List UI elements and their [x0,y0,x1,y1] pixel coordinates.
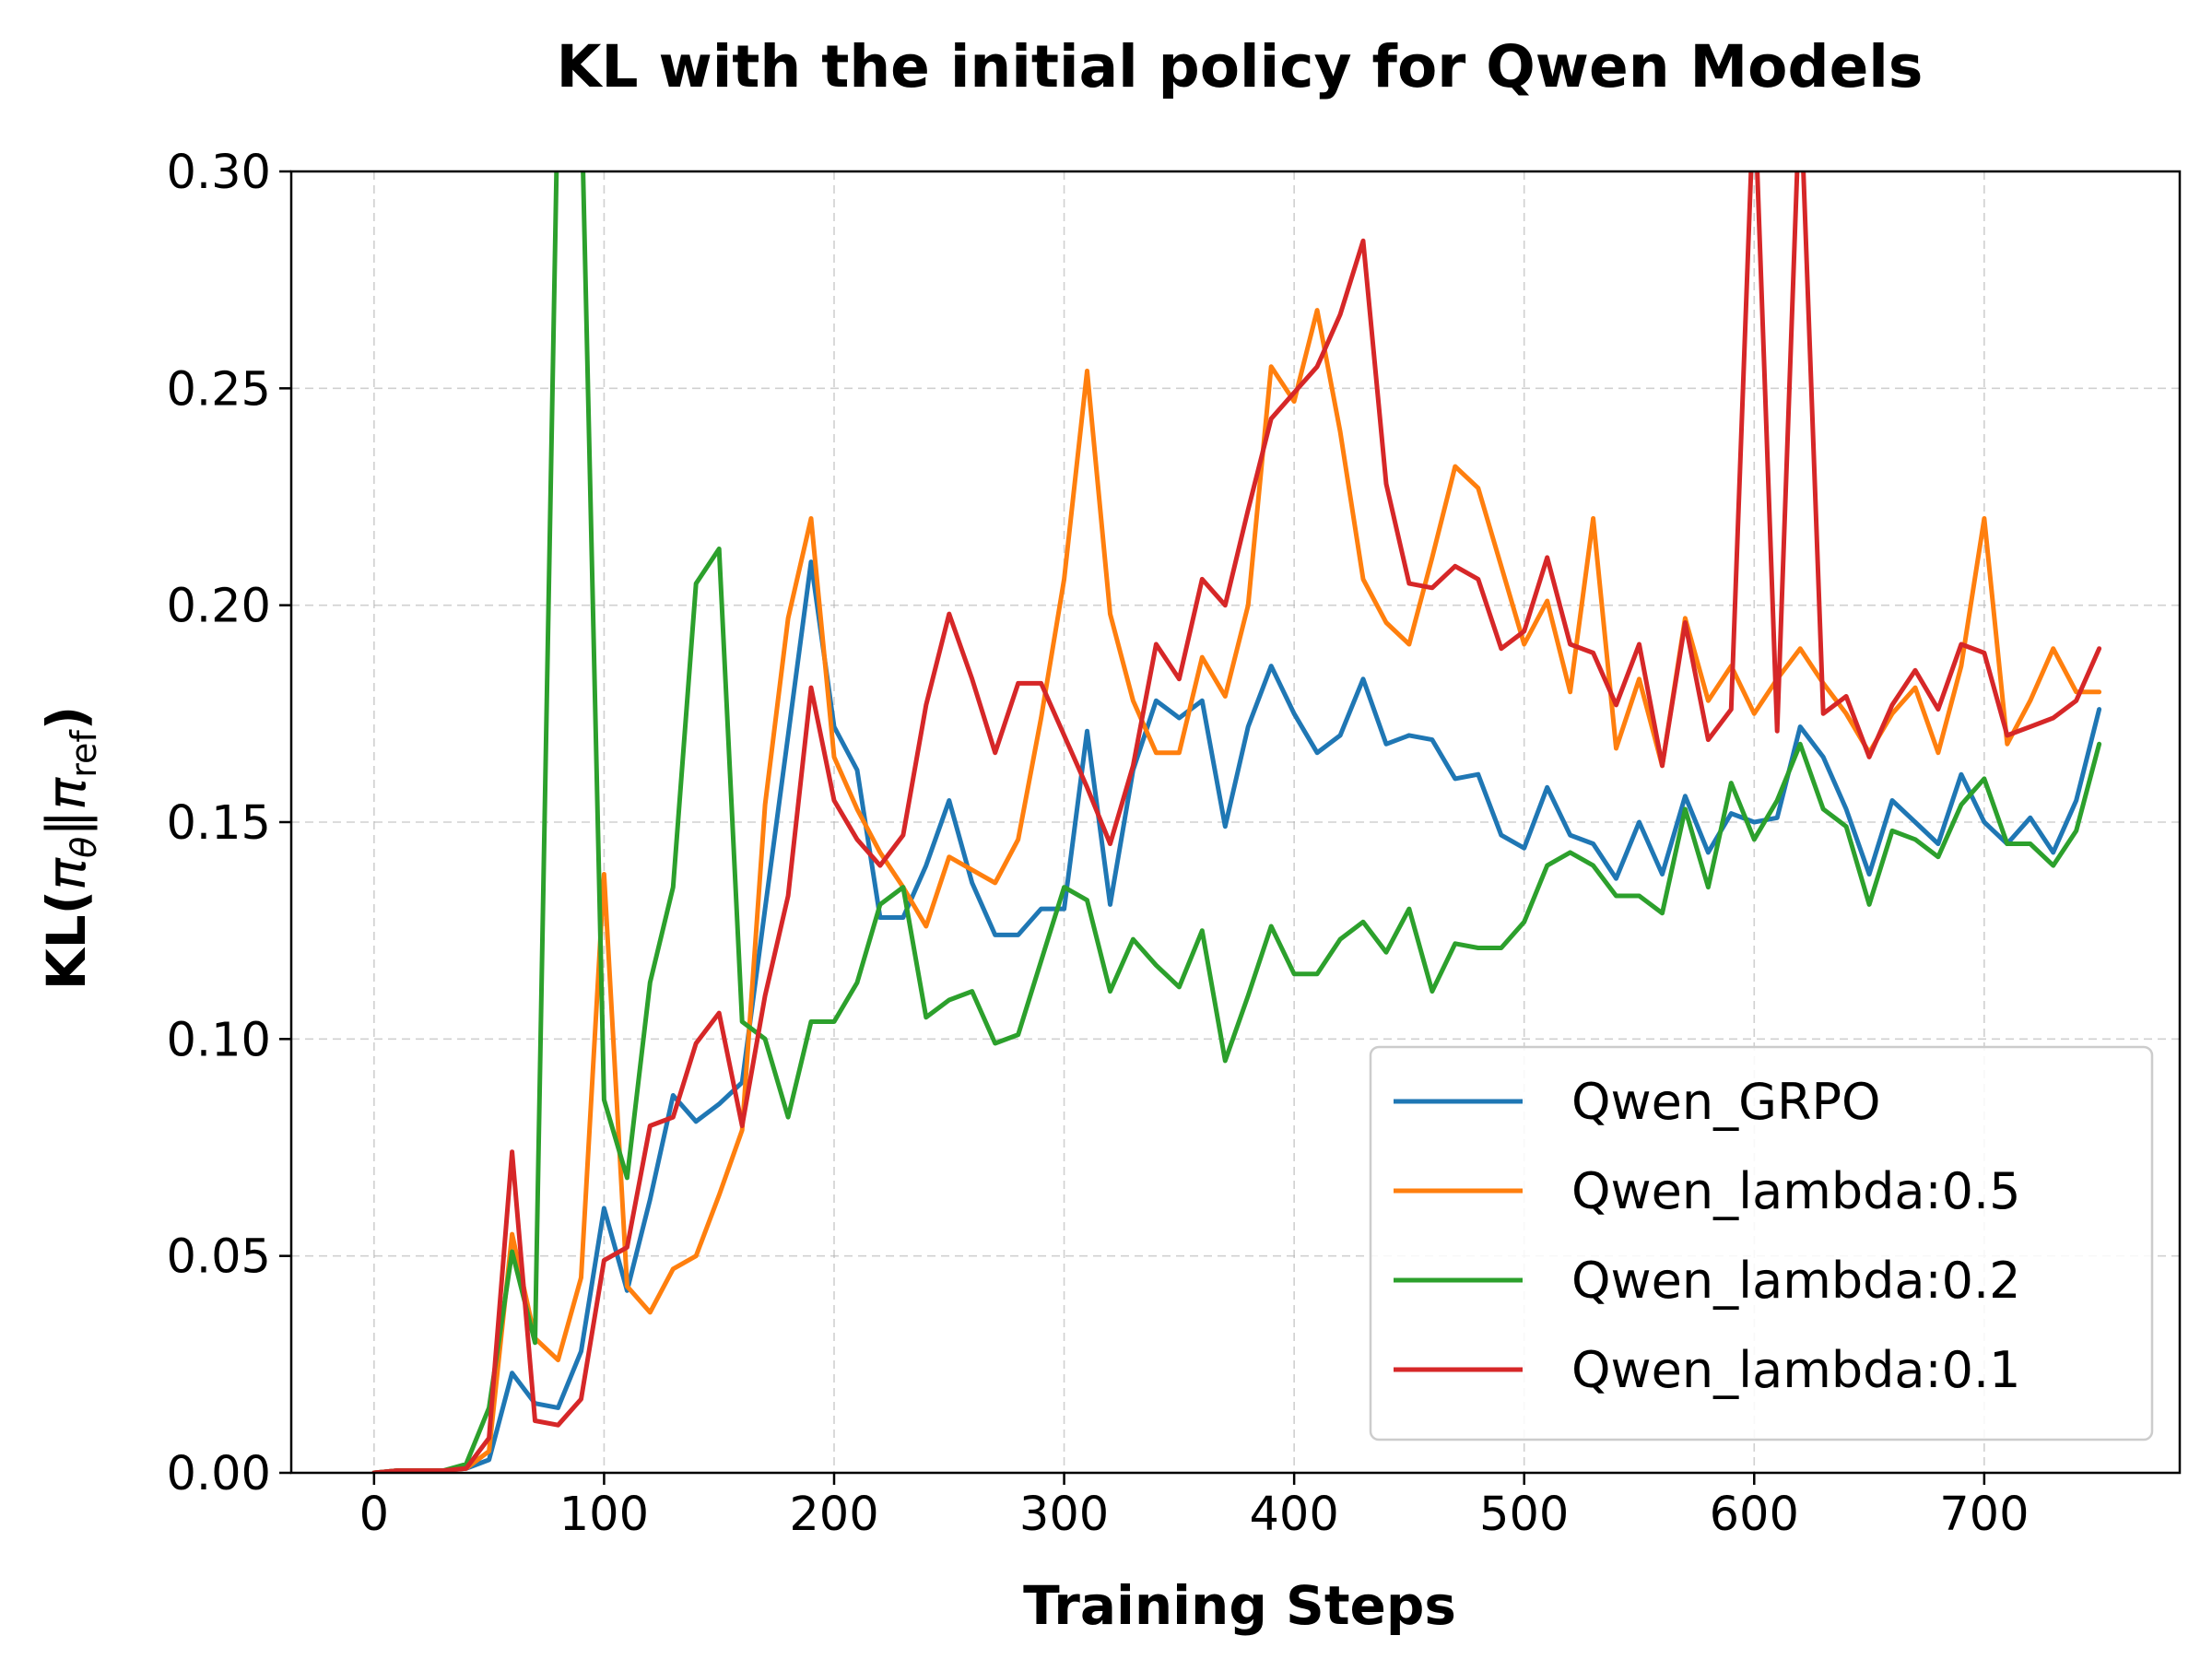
series-line-1 [371,559,2102,1473]
y-tick-label: 0.15 [166,796,271,851]
chart-title: KL with the initial policy for Qwen Mode… [557,33,1924,100]
legend-label-2: Qwen_lambda:0.5 [1571,1162,2021,1220]
series-line-2 [371,308,2102,1473]
y-label-suffix: ) [35,706,98,731]
x-tick-label: 600 [1710,1488,1799,1542]
x-tick-label: 500 [1479,1488,1569,1542]
y-tick-label: 0.05 [166,1230,271,1285]
x-tick-label: 300 [1019,1488,1109,1542]
y-label-pi-ref: π [35,777,98,810]
y-label-sub-ref: ref [64,729,104,778]
series-line-3 [371,171,2102,1473]
x-tick-label: 100 [559,1488,649,1542]
x-tick-label: 200 [789,1488,878,1542]
y-label-separator: ‖ [35,810,98,837]
y-tick-label: 0.20 [166,580,271,634]
y-label-prefix: KL( [35,890,98,990]
legend-box [1369,1045,2154,1441]
x-axis-ticks: 0 100 200 300 400 500 600 700 [359,1473,2030,1542]
y-axis-ticks: 0.00 0.05 0.10 0.15 0.20 0.25 0.30 [166,146,291,1501]
y-label-pi-theta: π [35,857,98,890]
y-axis-label: KL(πθ‖πref) [35,706,104,991]
y-tick-label: 0.00 [166,1447,271,1501]
y-tick-label: 0.25 [166,362,271,417]
legend-label-4: Qwen_lambda:0.1 [1571,1341,2021,1399]
y-label-sub-theta: θ [64,837,104,858]
legend-label-3: Qwen_lambda:0.2 [1571,1252,2021,1310]
y-tick-label: 0.30 [166,146,271,200]
series-lines [371,171,2102,1473]
legend-label-1: Qwen_GRPO [1571,1073,1881,1131]
y-tick-label: 0.10 [166,1013,271,1067]
series-line-4 [371,171,2102,1473]
x-tick-label: 700 [1939,1488,2029,1542]
x-tick-label: 0 [359,1488,389,1542]
x-tick-label: 400 [1249,1488,1338,1542]
x-axis-label: Training Steps [1023,1574,1456,1637]
legend: Qwen_GRPO Qwen_lambda:0.5 Qwen_lambda:0.2 Q… [1369,1045,2154,1441]
